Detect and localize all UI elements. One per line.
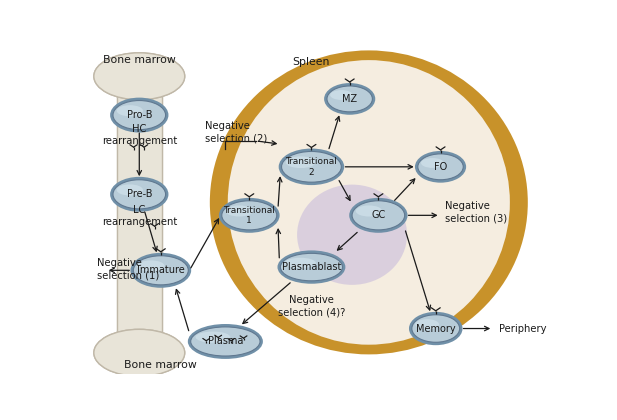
Ellipse shape xyxy=(219,198,280,233)
Ellipse shape xyxy=(297,185,407,285)
Text: Negative
selection (2): Negative selection (2) xyxy=(205,121,268,143)
Ellipse shape xyxy=(330,90,353,100)
Text: Pro-B: Pro-B xyxy=(126,110,152,120)
Ellipse shape xyxy=(226,205,253,216)
Ellipse shape xyxy=(117,184,143,195)
Text: Plasmablast: Plasmablast xyxy=(282,262,341,272)
Ellipse shape xyxy=(349,198,408,233)
Ellipse shape xyxy=(280,253,342,281)
Ellipse shape xyxy=(356,205,382,216)
Text: Immature: Immature xyxy=(137,265,184,276)
Ellipse shape xyxy=(327,86,373,112)
Ellipse shape xyxy=(191,327,260,356)
Text: Negative
selection (1): Negative selection (1) xyxy=(97,258,159,281)
Text: Bone marrow: Bone marrow xyxy=(103,55,176,65)
Ellipse shape xyxy=(210,50,528,354)
Text: Spleen: Spleen xyxy=(292,58,330,67)
Ellipse shape xyxy=(94,53,184,100)
Text: MZ: MZ xyxy=(342,94,357,104)
Ellipse shape xyxy=(418,154,463,180)
Bar xyxy=(117,76,162,353)
Text: Negative
selection (4)?: Negative selection (4)? xyxy=(278,295,345,317)
Ellipse shape xyxy=(352,201,405,230)
Ellipse shape xyxy=(415,319,439,330)
Ellipse shape xyxy=(409,312,463,345)
Text: Transitional
1: Transitional 1 xyxy=(223,206,275,225)
Text: GC: GC xyxy=(371,210,386,220)
Ellipse shape xyxy=(110,177,168,212)
Ellipse shape xyxy=(412,315,460,342)
Ellipse shape xyxy=(281,152,341,182)
Text: Bone marrow: Bone marrow xyxy=(125,360,197,370)
Ellipse shape xyxy=(110,97,168,133)
Text: HC
rearrangement: HC rearrangement xyxy=(102,124,177,146)
Text: LC
rearrangement: LC rearrangement xyxy=(102,205,177,227)
Ellipse shape xyxy=(94,329,184,376)
Text: Memory: Memory xyxy=(416,323,455,333)
Ellipse shape xyxy=(117,105,143,116)
Text: Transitional
2: Transitional 2 xyxy=(286,157,337,176)
Ellipse shape xyxy=(130,253,191,288)
Text: Plasma: Plasma xyxy=(208,336,243,346)
Ellipse shape xyxy=(222,201,277,230)
Ellipse shape xyxy=(286,156,316,168)
Ellipse shape xyxy=(113,180,165,209)
Ellipse shape xyxy=(278,250,346,284)
Ellipse shape xyxy=(324,83,375,115)
Ellipse shape xyxy=(137,260,165,271)
Ellipse shape xyxy=(415,151,466,183)
Ellipse shape xyxy=(284,258,316,268)
Ellipse shape xyxy=(94,53,184,100)
Text: Pre-B: Pre-B xyxy=(126,189,152,200)
Text: Periphery: Periphery xyxy=(499,323,547,333)
Ellipse shape xyxy=(279,149,344,185)
Text: FO: FO xyxy=(434,162,447,172)
Ellipse shape xyxy=(133,256,188,285)
Text: Negative
selection (3): Negative selection (3) xyxy=(445,201,507,223)
Ellipse shape xyxy=(113,100,165,130)
Ellipse shape xyxy=(228,60,510,345)
Ellipse shape xyxy=(94,329,184,376)
Ellipse shape xyxy=(188,324,263,359)
Ellipse shape xyxy=(196,331,230,343)
Ellipse shape xyxy=(421,158,444,168)
